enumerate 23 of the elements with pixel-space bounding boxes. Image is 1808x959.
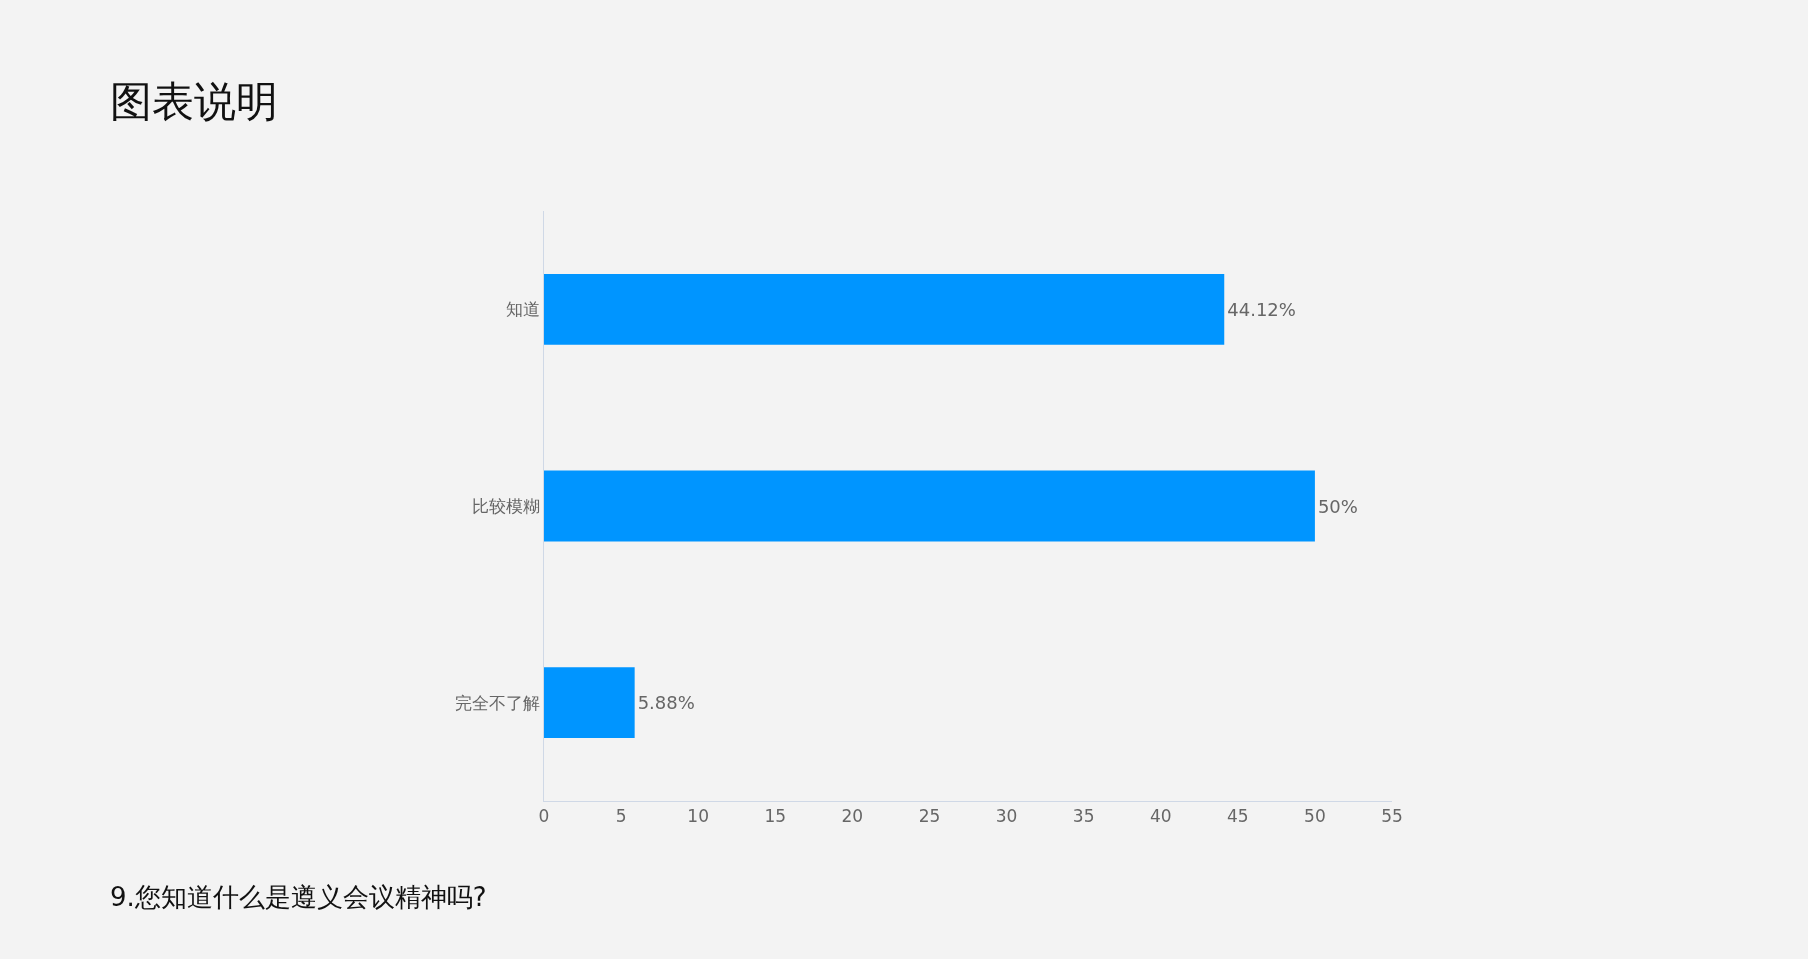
x-tick-label: 50 [1304, 806, 1326, 827]
x-tick-label: 20 [841, 806, 864, 827]
bar [544, 667, 635, 739]
x-tick-label: 35 [1072, 806, 1095, 827]
y-tick-label: 完全不了解 [454, 692, 540, 713]
text: 9.您知道什么是遵义会议精神吗? [110, 882, 487, 912]
y-tick-label: 知道 [505, 299, 540, 320]
x-tick-label: 0 [538, 806, 550, 827]
x-tick-label: 25 [918, 806, 941, 827]
x-tick-label: 15 [764, 806, 787, 827]
x-tick-label: 30 [995, 806, 1018, 827]
x-tick-label: 5 [615, 806, 627, 827]
x-tick-label: 40 [1149, 806, 1172, 827]
data-label: 5.88% [637, 692, 695, 714]
x-tick-label: 10 [687, 806, 709, 827]
data-label: 50% [1317, 495, 1358, 517]
bar [544, 470, 1315, 542]
x-tick-label: 45 [1227, 806, 1249, 827]
x-tick-label: 55 [1381, 806, 1403, 827]
bar [544, 273, 1225, 345]
y-tick-label: 比较模糊 [471, 495, 540, 516]
data-label: 44.12% [1227, 298, 1296, 320]
text: 图表说明 [110, 77, 278, 126]
